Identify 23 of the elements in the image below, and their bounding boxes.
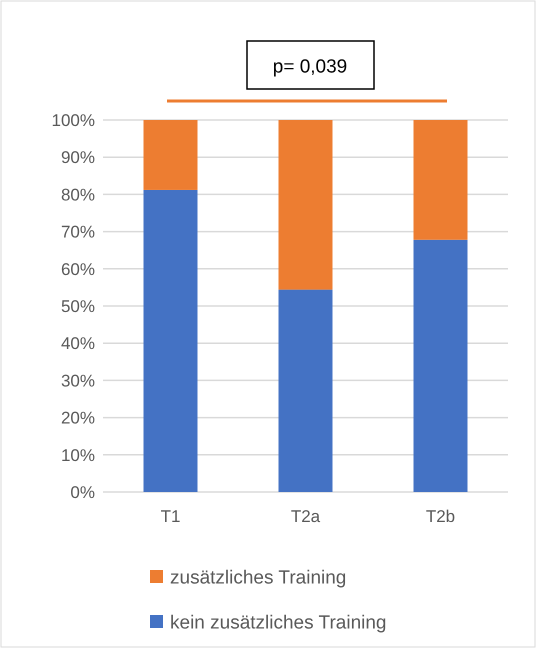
y-tick-label: 10% xyxy=(60,446,95,465)
y-tick-label: 60% xyxy=(60,260,95,279)
bar xyxy=(414,120,468,240)
y-tick-label: 20% xyxy=(60,408,95,428)
x-tick-label: T1 xyxy=(160,507,180,526)
legend-label: kein zusätzliches Training xyxy=(170,612,386,634)
legend-label: zusätzliches Training xyxy=(170,568,346,589)
y-tick-label: 70% xyxy=(60,222,95,242)
bar xyxy=(414,240,468,492)
y-tick-label: 90% xyxy=(60,148,95,168)
bar xyxy=(278,120,332,290)
y-tick-label: 30% xyxy=(60,371,95,390)
bar xyxy=(144,120,198,190)
y-tick-label: 100% xyxy=(52,110,95,130)
text: p= 0,039 xyxy=(272,56,348,78)
x-tick-label: T2b xyxy=(426,507,456,526)
bar xyxy=(144,190,198,492)
x-tick-label: T2a xyxy=(290,507,321,526)
y-tick-label: 50% xyxy=(60,296,95,316)
y-tick-label: 0% xyxy=(70,482,95,502)
bar xyxy=(278,290,332,492)
y-tick-label: 80% xyxy=(60,185,95,204)
y-tick-label: 40% xyxy=(60,334,95,354)
